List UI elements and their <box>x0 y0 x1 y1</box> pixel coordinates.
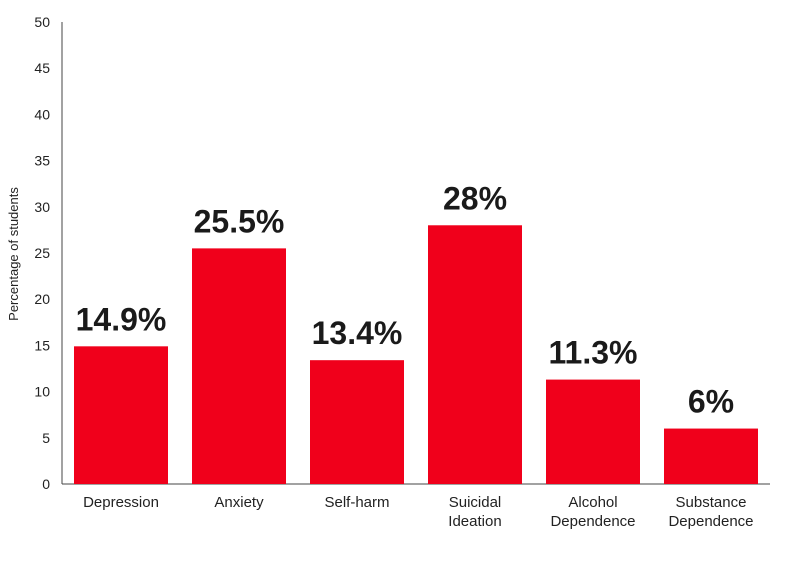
y-tick-label: 30 <box>34 199 50 215</box>
bar-value-label: 13.4% <box>312 315 403 351</box>
x-category-label: Anxiety <box>214 494 264 511</box>
y-tick-label: 10 <box>34 384 50 400</box>
data-labels: 14.9% 25.5% 13.4% 28% 11.3% 6% <box>76 180 734 419</box>
y-tick-label: 50 <box>34 14 50 30</box>
x-category-label: Depression <box>83 494 159 511</box>
x-category-label: Self-harm <box>324 494 389 511</box>
bar <box>664 428 758 484</box>
y-tick-label: 45 <box>34 60 50 76</box>
x-category-labels: Depression Anxiety Self-harm Suicidal Ideati… <box>83 494 753 530</box>
bar-value-label: 25.5% <box>194 203 285 239</box>
bar <box>192 248 286 484</box>
y-tick-label: 20 <box>34 291 50 307</box>
y-tick-label: 5 <box>42 430 50 446</box>
y-tick-label: 35 <box>34 153 50 169</box>
x-category-label: Substance <box>676 494 747 511</box>
x-category-label: Dependence <box>668 513 753 530</box>
bar <box>74 346 168 484</box>
bar-value-label: 14.9% <box>76 301 167 337</box>
y-tick-label: 0 <box>42 476 50 492</box>
x-category-label: Dependence <box>550 513 635 530</box>
bar <box>310 360 404 484</box>
bar-value-label: 28% <box>443 180 507 216</box>
bar <box>546 379 640 484</box>
x-category-label: Alcohol <box>568 494 617 511</box>
y-ticks: 0 5 10 15 20 25 30 35 40 45 50 <box>34 14 50 492</box>
bar <box>428 225 522 484</box>
bar-value-label: 11.3% <box>549 335 638 371</box>
y-tick-label: 15 <box>34 337 50 353</box>
x-category-label: Ideation <box>448 513 501 530</box>
bar-value-label: 6% <box>688 384 734 420</box>
y-axis-title: Percentage of students <box>6 187 21 321</box>
x-category-label: Suicidal <box>449 494 502 511</box>
y-tick-label: 40 <box>34 106 50 122</box>
y-tick-label: 25 <box>34 245 50 261</box>
bars <box>74 225 758 484</box>
